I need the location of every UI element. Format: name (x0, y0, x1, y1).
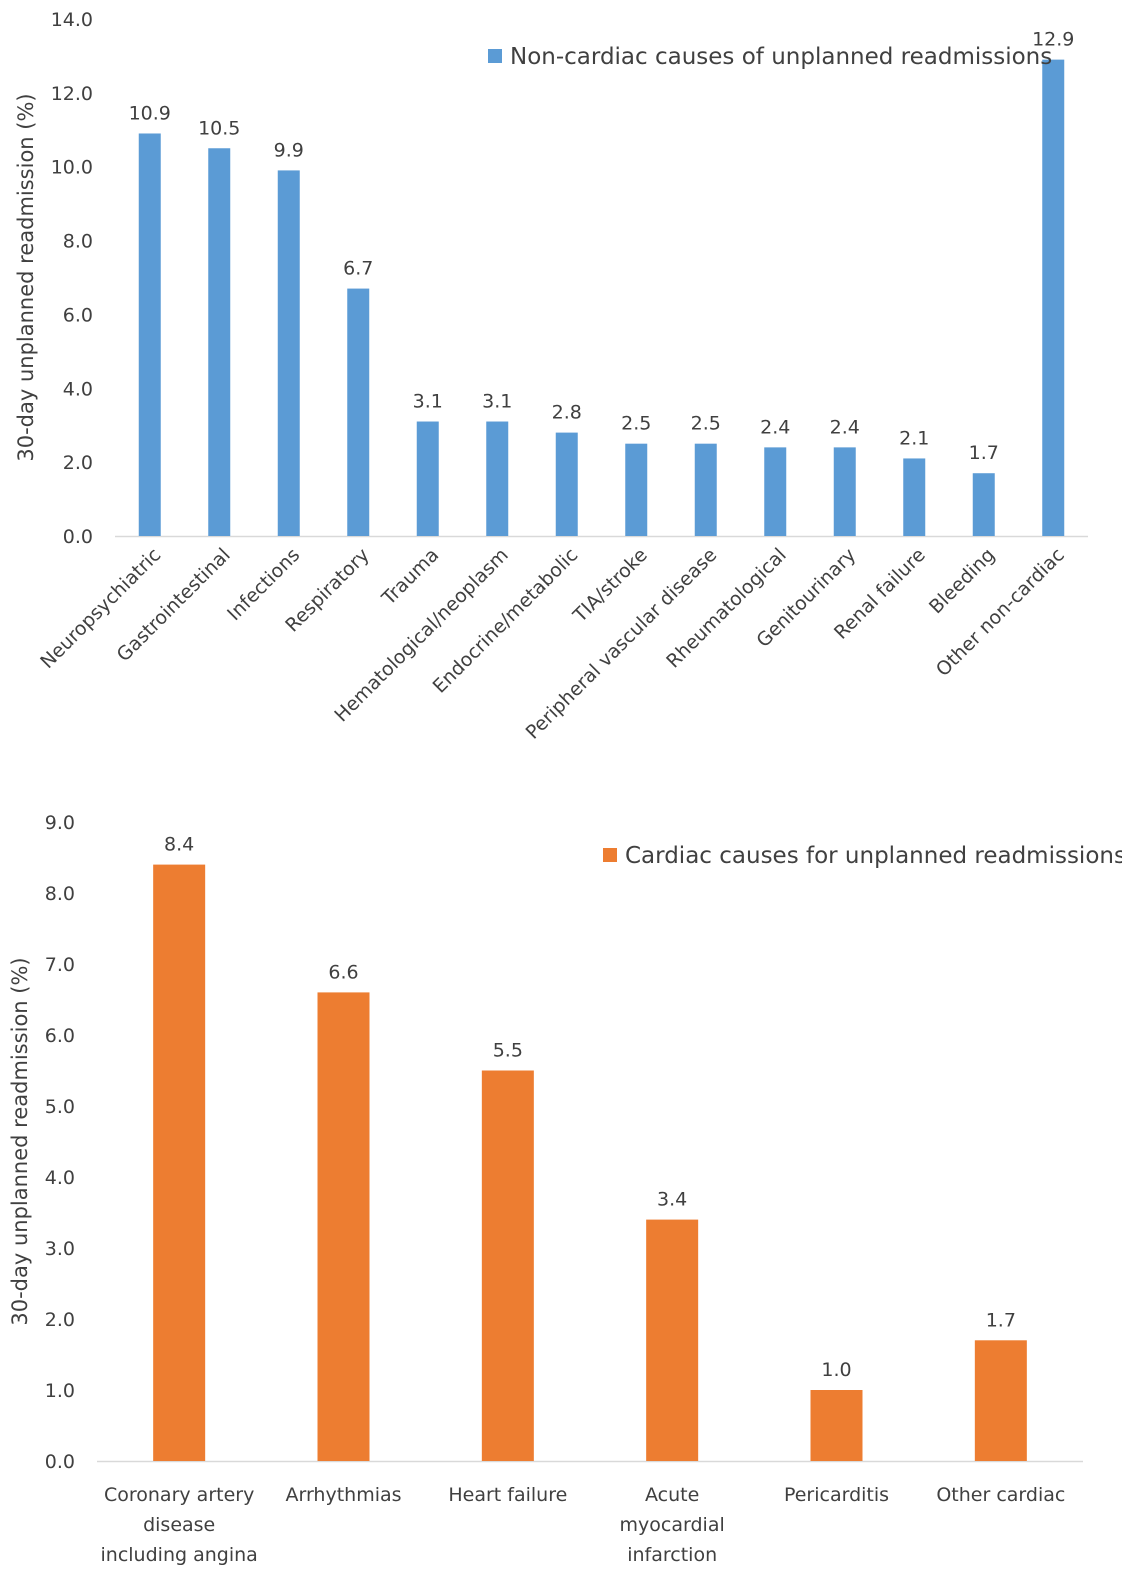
y-tick-label: 6.0 (63, 304, 93, 326)
y-tick-label: 8.0 (63, 231, 93, 253)
y-tick-label: 2.0 (63, 452, 93, 474)
legend: Cardiac causes for unplanned readmission… (603, 843, 1122, 869)
bar (347, 288, 370, 536)
bar (694, 443, 717, 536)
y-tick-label: 6.0 (45, 1025, 75, 1047)
bar (810, 1390, 863, 1461)
legend-swatch (603, 848, 617, 862)
legend-label: Cardiac causes for unplanned readmission… (625, 843, 1122, 869)
bar (555, 432, 578, 536)
bar (646, 1219, 699, 1461)
data-label: 6.7 (343, 258, 373, 280)
legend-label: Non-cardiac causes of unplanned readmiss… (510, 44, 1052, 70)
y-tick-label: 9.0 (45, 812, 75, 834)
bar (974, 1340, 1027, 1461)
category-label: Arrhythmias (285, 1484, 401, 1506)
category-label: Endocrine/metabolic (429, 544, 583, 698)
data-label: 1.0 (821, 1359, 851, 1381)
legend: Non-cardiac causes of unplanned readmiss… (488, 44, 1052, 70)
y-tick-label: 14.0 (51, 9, 93, 31)
category-label: Heart failure (448, 1484, 567, 1506)
bar (317, 992, 370, 1461)
bar (277, 170, 300, 536)
bar (625, 443, 648, 536)
data-label: 6.6 (328, 961, 358, 983)
bar (1042, 59, 1065, 536)
bar (208, 148, 231, 536)
y-tick-label: 3.0 (45, 1238, 75, 1260)
category-label: Coronary artery disease including angina (101, 1484, 258, 1566)
data-label: 8.4 (164, 834, 194, 856)
category-label: Acute myocardial infarction (620, 1484, 725, 1566)
y-axis-title: 30-day unplanned readmission (%) (8, 957, 32, 1325)
data-label: 10.5 (198, 117, 240, 139)
bar (481, 1070, 534, 1461)
y-tick-label: 7.0 (45, 954, 75, 976)
data-label: 1.7 (969, 442, 999, 464)
bar (486, 421, 509, 536)
data-label: 2.1 (899, 427, 929, 449)
data-label: 12.9 (1032, 29, 1074, 51)
y-tick-label: 4.0 (45, 1167, 75, 1189)
category-label: Bleeding (925, 544, 999, 618)
bar (764, 447, 787, 536)
category-label: Other cardiac (936, 1484, 1065, 1506)
data-label: 10.9 (129, 102, 171, 124)
legend-swatch (488, 49, 502, 63)
bar (833, 447, 856, 536)
data-label: 2.4 (830, 416, 860, 438)
data-label: 5.5 (493, 1040, 523, 1062)
y-tick-label: 10.0 (51, 157, 93, 179)
y-tick-label: 1.0 (45, 1380, 75, 1402)
data-label: 3.1 (413, 391, 443, 413)
y-tick-label: 12.0 (51, 83, 93, 105)
category-label: Other non-cardiac (932, 544, 1069, 681)
y-tick-label: 4.0 (63, 378, 93, 400)
data-label: 3.4 (657, 1189, 687, 1211)
bar (153, 864, 206, 1461)
data-label: 1.7 (986, 1309, 1016, 1331)
y-axis-title: 30-day unplanned readmission (%) (14, 93, 38, 461)
category-label: Rheumatological (662, 544, 791, 673)
data-label: 2.8 (552, 402, 582, 424)
y-tick-label: 0.0 (63, 526, 93, 548)
bar (138, 133, 161, 536)
category-label: Neuropsychiatric (36, 544, 165, 673)
cardiac-causes-chart: 30-day unplanned readmission (%) 0.0 1.0 2.… (8, 812, 1122, 1566)
data-label: 2.4 (760, 416, 790, 438)
y-tick-label: 5.0 (45, 1096, 75, 1118)
category-label: Trauma (377, 544, 443, 610)
data-label: 3.1 (482, 391, 512, 413)
data-label: 2.5 (691, 413, 721, 435)
non-cardiac-causes-chart: 30-day unplanned readmission (%) 0.0 2.0 4.… (14, 9, 1088, 744)
y-tick-label: 8.0 (45, 883, 75, 905)
y-tick-label: 0.0 (45, 1451, 75, 1473)
data-label: 2.5 (621, 413, 651, 435)
bar (972, 473, 995, 536)
y-tick-label: 2.0 (45, 1309, 75, 1331)
category-label: Pericarditis (784, 1484, 889, 1506)
data-label: 9.9 (274, 139, 304, 161)
bar (416, 421, 439, 536)
bar (903, 458, 926, 536)
